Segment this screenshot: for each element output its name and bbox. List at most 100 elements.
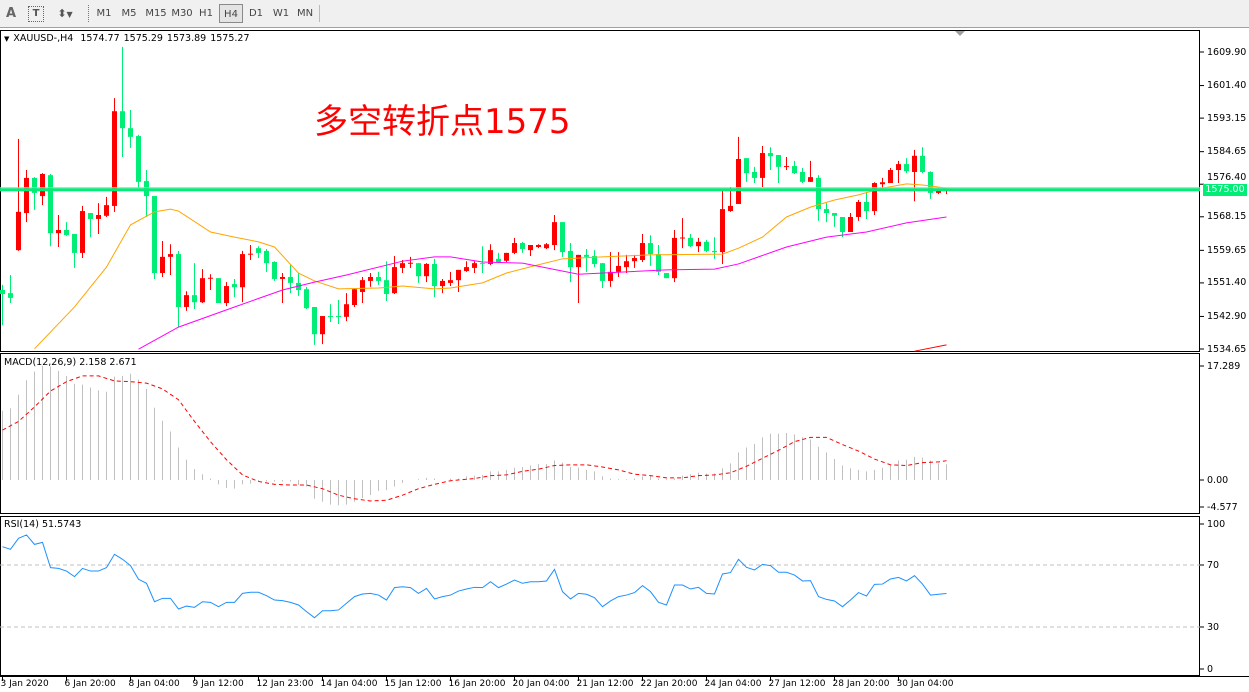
- text-tool-button[interactable]: A: [5, 6, 17, 21]
- candle-body: [280, 276, 285, 279]
- text-label-tool-button[interactable]: T: [28, 6, 44, 22]
- time-label: 22 Jan 20:00: [640, 679, 698, 689]
- candle: [544, 243, 549, 249]
- candle-body: [728, 205, 733, 212]
- candle-body: [768, 153, 773, 157]
- candle-body: [168, 254, 173, 257]
- candle-body: [880, 182, 885, 185]
- candle: [96, 203, 101, 234]
- candle: [608, 252, 613, 287]
- time-label: 6 Jan 20:00: [64, 679, 116, 689]
- candle-body: [248, 253, 253, 255]
- candle-body: [912, 155, 917, 172]
- macd-panel-frame: [0, 353, 1200, 514]
- candle-body: [784, 166, 789, 168]
- candle: [272, 261, 277, 281]
- timeframe-m1[interactable]: M1: [96, 8, 112, 19]
- timeframe-h1[interactable]: H1: [199, 8, 213, 19]
- collapse-triangle-icon[interactable]: ▼: [4, 35, 10, 43]
- candle: [360, 276, 365, 304]
- candle: [176, 250, 181, 328]
- candle-body: [184, 295, 189, 307]
- candle-body: [928, 171, 933, 193]
- candle: [112, 98, 117, 212]
- candle: [224, 282, 229, 307]
- candle-body: [568, 250, 573, 268]
- axis-label: 0: [1207, 663, 1214, 675]
- candle-body: [408, 262, 413, 264]
- candle: [440, 278, 445, 294]
- candle: [600, 263, 605, 289]
- candle: [304, 286, 309, 309]
- open-value: 1574.77: [80, 33, 120, 44]
- arrows-dropdown-button[interactable]: ⬍▼: [52, 4, 78, 23]
- timeframe-m5[interactable]: M5: [121, 8, 137, 19]
- candle: [280, 273, 285, 304]
- candle-body: [640, 243, 645, 261]
- candle-body: [392, 267, 397, 294]
- candle: [680, 218, 685, 249]
- time-label: 14 Jan 04:00: [320, 679, 378, 689]
- ma-slow-line: [138, 216, 947, 350]
- axis-label: 1551.40: [1207, 277, 1247, 289]
- axis-label: 100: [1207, 518, 1226, 530]
- candle-body: [88, 213, 93, 219]
- timeframe-d1[interactable]: D1: [248, 8, 264, 19]
- candle: [744, 158, 749, 182]
- candle-body: [856, 201, 861, 217]
- timeframe-m15[interactable]: M15: [145, 8, 167, 19]
- candle-body: [536, 245, 541, 247]
- toolbar-separator: [319, 5, 322, 22]
- candle-body: [288, 276, 293, 283]
- candle-body: [864, 201, 869, 212]
- candle-body: [376, 276, 381, 281]
- candle: [32, 177, 37, 210]
- candle-body: [344, 304, 349, 317]
- candle-body: [400, 263, 405, 268]
- candle-body: [192, 295, 197, 303]
- candle-body: [208, 277, 213, 279]
- candle-body: [272, 261, 277, 279]
- candle: [504, 252, 509, 262]
- candle: [472, 261, 477, 274]
- candle-body: [920, 155, 925, 172]
- candle-body: [720, 209, 725, 253]
- candle: [648, 235, 653, 266]
- candle: [392, 256, 397, 294]
- timeframe-h4[interactable]: H4: [219, 4, 243, 23]
- candle-body: [528, 245, 533, 251]
- candle-body: [824, 209, 829, 214]
- timeframe-w1[interactable]: W1: [272, 8, 290, 19]
- candle: [880, 177, 885, 189]
- timeframe-m30[interactable]: M30: [171, 8, 193, 19]
- candle-body: [328, 316, 333, 318]
- timeframe-mn[interactable]: MN: [296, 8, 314, 19]
- candle-body: [152, 196, 157, 274]
- axis-label: 30: [1207, 621, 1220, 633]
- candle-body: [200, 278, 205, 303]
- candle: [768, 147, 773, 171]
- candle-body: [656, 254, 661, 272]
- rsi-level-lines: [0, 564, 1200, 628]
- candle-body: [256, 248, 261, 253]
- candle: [712, 237, 717, 259]
- candle-body: [352, 289, 357, 306]
- candle-body: [680, 237, 685, 239]
- candle-body: [608, 271, 613, 281]
- candle: [832, 213, 837, 227]
- candle: [0, 284, 5, 326]
- candle: [448, 271, 453, 287]
- candle-body: [488, 250, 493, 264]
- chart-shift-marker[interactable]: [955, 31, 965, 36]
- candle-body: [440, 280, 445, 287]
- time-label: 27 Jan 12:00: [768, 679, 826, 689]
- candle: [368, 273, 373, 287]
- rsi-panel-frame: [0, 516, 1200, 676]
- candle: [704, 239, 709, 253]
- horizontal-line-1575[interactable]: [0, 187, 1200, 192]
- annotation-text[interactable]: 多空转折点1575: [314, 102, 571, 142]
- candle: [120, 46, 125, 157]
- candle-body: [40, 173, 45, 197]
- candle: [848, 213, 853, 232]
